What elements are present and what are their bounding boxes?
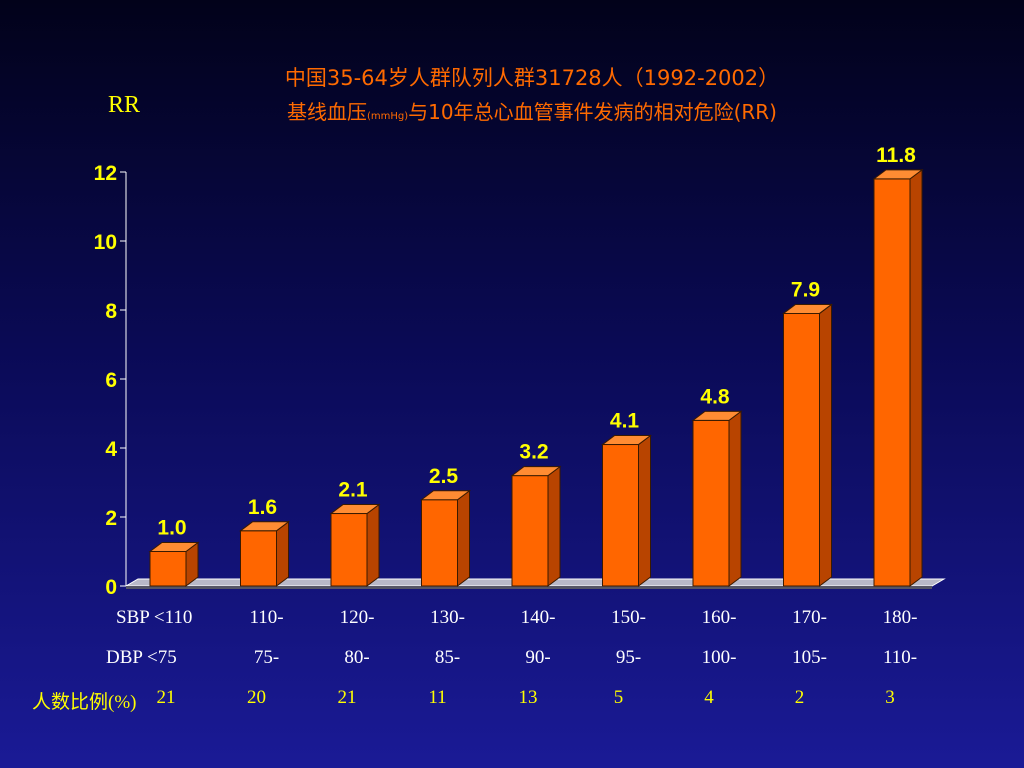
- dbp-cell: 85-: [434, 647, 461, 668]
- bar: [511, 475, 549, 587]
- title-line2-part-b: 与10年总心血管事件发病的相对危险(RR): [408, 100, 777, 124]
- y-axis-label: RR: [108, 92, 141, 118]
- bar-top: [420, 490, 471, 501]
- bar: [330, 513, 368, 587]
- bar-top: [782, 303, 833, 314]
- sbp-cell: 120-: [339, 607, 375, 628]
- sbp-cell: 170-: [792, 607, 827, 628]
- chart-floor-edge: [126, 586, 932, 589]
- pct-cell: 2: [794, 687, 805, 708]
- y-tick-label: 2: [105, 507, 117, 530]
- dbp-row-label: DBP <75: [106, 647, 177, 668]
- pct-cell: 20: [247, 687, 266, 708]
- chart-title-line2: 基线血压(mmHg)与10年总心血管事件发病的相对危险(RR): [0, 96, 1024, 125]
- bar: [783, 312, 820, 587]
- bar-side: [366, 503, 380, 587]
- pct-cell: 4: [704, 687, 714, 708]
- pct-cell: 3: [885, 687, 895, 708]
- y-tick-label: 10: [94, 231, 117, 254]
- bar-side: [547, 465, 561, 587]
- title-line2-part-a: 基线血压: [286, 100, 367, 124]
- bar-side: [638, 434, 651, 587]
- pct-cell: 5: [613, 687, 624, 708]
- pct-cell: 13: [518, 687, 538, 708]
- bar-value-label: 4.8: [700, 385, 730, 408]
- y-tick-label: 0: [105, 576, 117, 599]
- bar-top: [148, 542, 200, 552]
- pct-cell: 11: [428, 687, 447, 708]
- y-tick-label: 12: [94, 162, 117, 185]
- pct-row-label: 人数比例(%): [32, 692, 137, 713]
- sbp-cell: 130-: [430, 607, 465, 628]
- sbp-cell: 140-: [520, 607, 556, 628]
- chart-title-line1: 中国35-64岁人群队列人群31728人（1992-2002）: [284, 66, 780, 90]
- dbp-cell: 110-: [882, 647, 918, 668]
- title-unit: (mmHg): [366, 111, 409, 122]
- dbp-cell: 100-: [701, 647, 737, 668]
- bar-top: [872, 169, 924, 180]
- bar: [421, 499, 458, 587]
- dbp-cell: 75-: [253, 647, 280, 668]
- dbp-cell: 80-: [344, 647, 370, 668]
- y-tick-label: 4: [105, 438, 117, 461]
- bar-top: [329, 504, 381, 515]
- pct-cell: 21: [337, 687, 357, 708]
- bar: [873, 178, 911, 587]
- bar-value-label: 1.0: [157, 517, 186, 540]
- bar-value-label: 11.8: [876, 144, 916, 167]
- bar-value-label: 3.2: [519, 441, 548, 464]
- bar-value-label: 2.5: [429, 465, 459, 488]
- sbp-cell: 180-: [882, 607, 918, 628]
- bar-side: [728, 410, 742, 587]
- bar-value-label: 1.6: [248, 496, 277, 519]
- bar-value-label: 2.1: [338, 479, 368, 502]
- y-tick-label: 8: [105, 300, 117, 323]
- bar-top: [510, 466, 562, 477]
- sbp-cell: 160-: [701, 607, 737, 628]
- bar-side: [819, 303, 832, 587]
- bar-top: [691, 410, 743, 421]
- bar: [240, 530, 277, 587]
- bar-chart: 0 2 4 6 8 10 12 1.0 1.6 2.1 2.5 3.2 4.1 4.8 7.9 11.8: [94, 144, 946, 599]
- bar-side: [457, 489, 470, 587]
- bar: [692, 419, 730, 587]
- bar-side: [276, 520, 289, 587]
- dbp-cell: 90-: [525, 647, 551, 668]
- pct-cell: 21: [156, 687, 176, 708]
- bar-top: [239, 521, 290, 532]
- dbp-cell: 95-: [615, 647, 642, 668]
- bar: [602, 444, 639, 587]
- bar: [149, 551, 187, 587]
- dbp-cell: 105-: [792, 647, 827, 668]
- bar-top: [601, 435, 652, 446]
- sbp-row-label: SBP <110: [116, 607, 193, 628]
- bar-value-label: 7.9: [791, 278, 820, 301]
- bar-value-label: 4.1: [610, 410, 640, 433]
- bar-side: [909, 168, 923, 587]
- sbp-cell: 150-: [611, 607, 646, 628]
- sbp-cell: 110-: [249, 607, 284, 628]
- y-tick-label: 6: [105, 369, 117, 392]
